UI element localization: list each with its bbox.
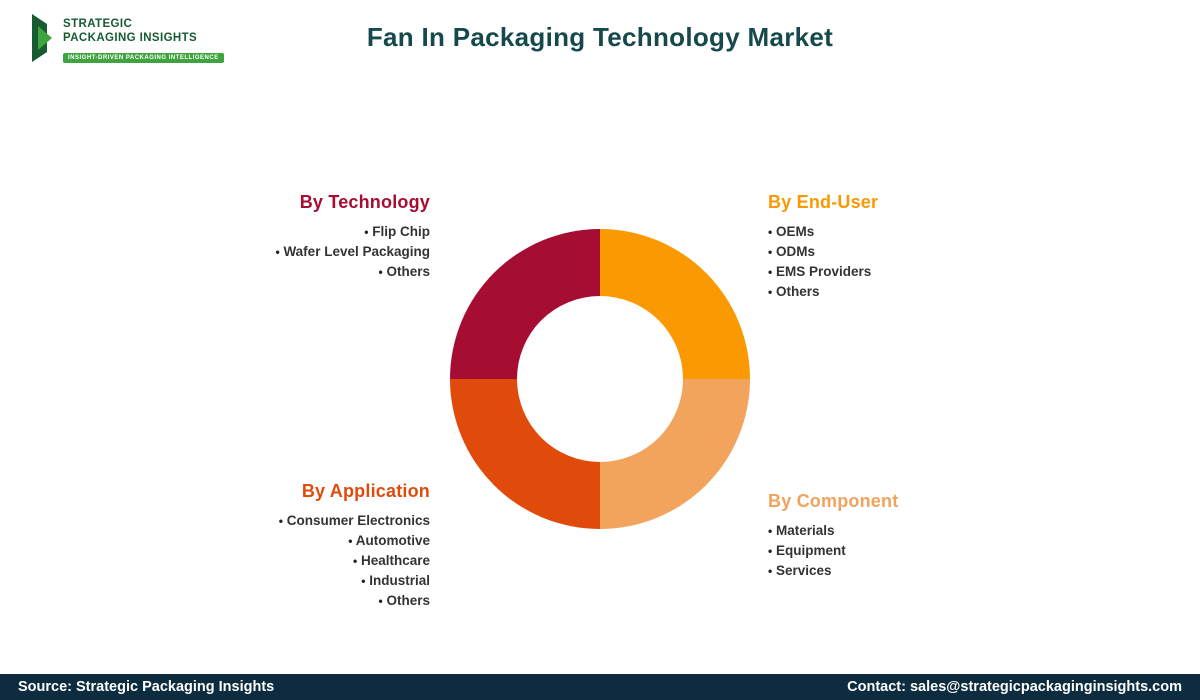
segment-item: • OEMs: [768, 222, 1048, 242]
segment-item-label: Materials: [772, 523, 835, 538]
segment-item-label: ODMs: [772, 244, 815, 259]
bullet-icon: •: [768, 225, 773, 239]
segment-group-technology: By Technology • Flip Chip • Wafer Level P…: [150, 192, 430, 282]
donut-center-hole: [517, 296, 683, 462]
bullet-icon: •: [278, 514, 283, 528]
segment-group-end-user: By End-User • OEMs • ODMs • EMS Providers •…: [768, 192, 1048, 302]
logo: STRATEGIC PACKAGING INSIGHTS INSIGHT-DRI…: [30, 12, 224, 64]
footer-source: Source: Strategic Packaging Insights: [18, 679, 275, 695]
segment-item: • Others: [768, 282, 1048, 302]
segment-item-label: Wafer Level Packaging: [279, 244, 430, 259]
segment-list-component: • Materials • Equipment • Services: [768, 521, 1048, 581]
segment-item-label: Others: [382, 264, 430, 279]
segment-heading-technology: By Technology: [299, 192, 430, 212]
segment-item-label: Industrial: [365, 573, 430, 588]
logo-text: STRATEGIC PACKAGING INSIGHTS INSIGHT-DRI…: [63, 12, 224, 64]
segment-heading-end-user: By End-User: [768, 192, 879, 212]
segment-item: • Others: [150, 591, 430, 611]
bullet-icon: •: [378, 594, 383, 608]
footer-contact: Contact: sales@strategicpackaginginsight…: [847, 679, 1182, 695]
segment-item: • Healthcare: [150, 551, 430, 571]
segment-item: • EMS Providers: [768, 262, 1048, 282]
segment-item-label: Services: [772, 563, 832, 578]
segment-item-label: Flip Chip: [368, 224, 430, 239]
logo-line1: STRATEGIC: [63, 18, 133, 30]
segment-item-label: Others: [772, 284, 820, 299]
bullet-icon: •: [364, 225, 369, 239]
logo-line2: PACKAGING INSIGHTS: [63, 32, 198, 45]
segment-item-label: Healthcare: [357, 553, 430, 568]
segment-group-component: By Component • Materials • Equipment • Ser…: [768, 491, 1048, 581]
segment-item-label: Automotive: [352, 533, 430, 548]
segment-item: • Wafer Level Packaging: [150, 242, 430, 262]
segment-item-label: EMS Providers: [772, 264, 872, 279]
segment-item-label: OEMs: [772, 224, 815, 239]
segment-item-label: Others: [382, 593, 430, 608]
segment-heading-application: By Application: [301, 481, 430, 501]
segment-item: • Flip Chip: [150, 222, 430, 242]
segment-item: • Consumer Electronics: [150, 511, 430, 531]
donut-chart: [450, 229, 750, 529]
logo-tagline: INSIGHT-DRIVEN PACKAGING INTELLIGENCE: [63, 52, 224, 63]
bullet-icon: •: [378, 265, 383, 279]
bullet-icon: •: [348, 534, 353, 548]
segment-item-label: Equipment: [772, 543, 846, 558]
segment-list-technology: • Flip Chip • Wafer Level Packaging • Othe…: [150, 222, 430, 282]
segment-item: • Automotive: [150, 531, 430, 551]
bullet-icon: •: [361, 574, 366, 588]
segment-heading-component: By Component: [768, 491, 899, 511]
page-title: Fan In Packaging Technology Market: [366, 22, 834, 52]
segment-item: • Services: [768, 561, 1048, 581]
segment-group-application: By Application • Consumer Electronics • A…: [150, 481, 430, 611]
segment-item: • ODMs: [768, 242, 1048, 262]
segment-item: • Equipment: [768, 541, 1048, 561]
bullet-icon: •: [768, 544, 773, 558]
bullet-icon: •: [768, 245, 773, 259]
bullet-icon: •: [768, 564, 773, 578]
segment-item: • Others: [150, 262, 430, 282]
bullet-icon: •: [768, 524, 773, 538]
logo-chevron-icon: [32, 14, 52, 62]
segment-item-label: Consumer Electronics: [282, 513, 430, 528]
bullet-icon: •: [768, 265, 773, 279]
segment-item: • Industrial: [150, 571, 430, 591]
segment-list-application: • Consumer Electronics • Automotive • Heal…: [150, 511, 430, 611]
bullet-icon: •: [275, 245, 280, 259]
bullet-icon: •: [353, 554, 358, 568]
segment-item: • Materials: [768, 521, 1048, 541]
segment-list-end-user: • OEMs • ODMs • EMS Providers • Others: [768, 222, 1048, 302]
bullet-icon: •: [768, 285, 773, 299]
footer-bar: Source: Strategic Packaging Insights Con…: [0, 674, 1200, 700]
